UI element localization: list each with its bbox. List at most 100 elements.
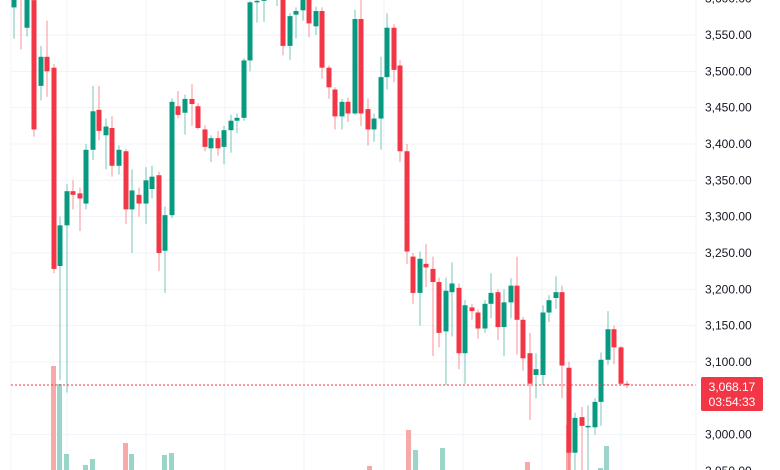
candle — [365, 98, 371, 146]
y-tick-label: 3,100.00 — [705, 355, 752, 369]
candle — [306, 0, 312, 38]
candle — [397, 60, 403, 163]
y-tick-label: 3,550.00 — [705, 28, 752, 42]
price-axis-labels: 3,600.00 3,550.00 3,500.00 3,450.00 3,400.00… — [695, 0, 752, 470]
candle — [11, 0, 17, 39]
volume-bar — [169, 453, 174, 470]
candle — [195, 103, 201, 130]
candle — [96, 85, 102, 141]
volume-bar — [64, 454, 69, 470]
volume-bar — [598, 468, 603, 470]
y-tick-label: 3,600.00 — [705, 0, 752, 6]
candle — [70, 180, 76, 210]
candle — [514, 256, 520, 355]
candle — [423, 244, 429, 288]
candle — [533, 353, 539, 399]
candle — [136, 187, 142, 217]
candle — [384, 13, 390, 90]
candle — [129, 169, 135, 253]
candle — [482, 300, 488, 333]
candles — [11, 0, 630, 470]
candle — [162, 206, 168, 293]
candle — [182, 94, 188, 135]
candle — [83, 143, 89, 210]
volume-bars — [51, 366, 609, 470]
y-tick-label: 3,300.00 — [705, 210, 752, 224]
candle — [64, 183, 70, 393]
candle — [280, 0, 286, 56]
candle — [501, 289, 507, 357]
candle — [495, 289, 501, 341]
candle — [579, 406, 585, 470]
candle — [51, 64, 57, 274]
candle — [77, 187, 83, 232]
candle — [293, 7, 299, 39]
volume-bar — [604, 446, 609, 470]
candle — [339, 98, 345, 130]
candle — [20, 0, 22, 50]
candle — [488, 273, 494, 319]
volume-bar — [525, 462, 530, 470]
candle — [276, 0, 278, 6]
candle — [332, 87, 338, 130]
candle — [449, 262, 455, 337]
candle — [57, 216, 63, 381]
candle — [559, 285, 565, 399]
candle — [572, 412, 578, 470]
candle — [546, 295, 552, 322]
y-tick-label: 3,500.00 — [705, 64, 752, 78]
volume-bar — [162, 455, 167, 470]
volume-bar — [440, 448, 445, 470]
candle — [456, 283, 462, 370]
candle — [417, 251, 423, 326]
candle — [352, 9, 358, 115]
candle — [469, 303, 475, 320]
candle — [319, 7, 325, 79]
candle — [326, 65, 332, 99]
candle — [611, 325, 617, 365]
candle — [598, 352, 604, 426]
candle — [189, 84, 195, 126]
candle — [228, 114, 234, 153]
y-tick-label: 2,950.00 — [705, 464, 752, 470]
candle — [585, 405, 591, 470]
candle — [44, 20, 50, 97]
y-tick-label: 3,150.00 — [705, 319, 752, 333]
volume-bar — [90, 459, 95, 470]
candle-countdown: 03:54:33 — [709, 395, 756, 409]
volume-bar — [367, 466, 372, 470]
candle — [391, 24, 397, 83]
volume-bar — [413, 450, 418, 470]
y-tick-label: 3,450.00 — [705, 101, 752, 115]
candle — [156, 171, 162, 272]
candle — [103, 118, 109, 170]
candle — [618, 345, 624, 386]
candle — [143, 167, 149, 224]
volume-bar — [51, 366, 56, 470]
candle — [149, 165, 155, 199]
candle — [508, 278, 514, 319]
volume-bar — [129, 454, 134, 470]
candle — [300, 0, 306, 21]
candle — [371, 113, 377, 142]
candle — [90, 85, 96, 160]
volume-bar — [57, 384, 62, 470]
candle — [38, 45, 44, 101]
candle — [553, 276, 559, 309]
y-tick-label: 3,350.00 — [705, 173, 752, 187]
candle — [605, 311, 611, 365]
current-price-tag: 3,068.17 03:54:33 — [701, 377, 763, 411]
candle — [24, 0, 30, 37]
y-tick-label: 3,400.00 — [705, 137, 752, 151]
candle — [254, 0, 260, 23]
candle — [208, 135, 214, 163]
candle — [241, 58, 247, 121]
candle — [430, 256, 436, 357]
candle — [313, 6, 319, 35]
candle — [378, 56, 384, 150]
candle — [436, 277, 442, 348]
candle — [462, 300, 468, 384]
candle — [109, 116, 115, 177]
candle — [520, 316, 526, 371]
